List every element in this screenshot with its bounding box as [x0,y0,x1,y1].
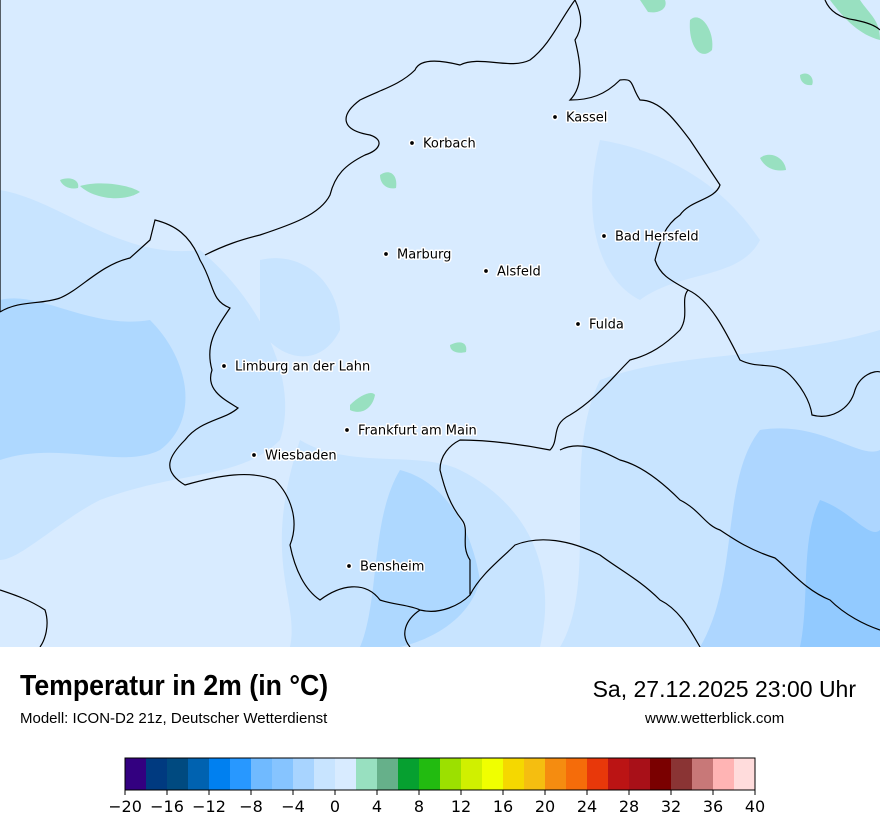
colorbar-cell [146,758,168,790]
city-marker: Fulda [574,316,625,334]
colorbar-cell [398,758,420,790]
colorbar-tick-label: −8 [239,797,263,816]
city-label: Korbach [423,137,476,152]
colorbar-cell [419,758,441,790]
city-dot [343,426,351,434]
colorbar-cell [461,758,483,790]
city-label: Kassel [566,111,607,126]
colorbar-cell [587,758,609,790]
colorbar-cell [293,758,315,790]
colorbar-cell [524,758,546,790]
temperature-fields [0,0,880,647]
city-marker: Bensheim [345,558,426,576]
colorbar-tick-label: 20 [535,797,555,816]
colorbar-tick-label: −12 [192,797,226,816]
colorbar-cell [167,758,189,790]
colorbar-cell [209,758,231,790]
colorbar-tick-label: 24 [577,797,597,816]
colorbar-cell [734,758,756,790]
city-marker: Bad Hersfeld [600,228,700,246]
colorbar-cell [314,758,336,790]
city-label: Bensheim [360,560,424,575]
city-dot [220,362,228,370]
city-label: Fulda [589,318,624,333]
city-label: Limburg an der Lahn [235,360,370,375]
city-marker: Kassel [551,109,609,127]
city-marker: Marburg [382,246,453,264]
website-link[interactable]: www.wetterblick.com [645,710,785,727]
city-dot [382,250,390,258]
forecast-datetime: Sa, 27.12.2025 23:00 Uhr [592,676,856,702]
colorbar-tick-label: 4 [372,797,382,816]
city-markers: Kassel Korbach Bad Hersfeld Marburg Alsfeld F… [220,109,700,576]
city-marker: Frankfurt am Main [343,422,478,440]
map-title: Temperatur in 2m (in °C) [20,670,329,702]
colorbar-tick-label: 40 [745,797,765,816]
colorbar-cell [629,758,651,790]
city-dot [250,451,258,459]
city-label: Bad Hersfeld [615,230,699,245]
colorbar-cell [335,758,357,790]
colorbar-cell [566,758,588,790]
city-dot [574,320,582,328]
colorbar-cell [713,758,735,790]
city-label: Marburg [397,248,451,263]
colorbar-tick-label: 0 [330,797,340,816]
colorbar-cell [272,758,294,790]
city-dot [408,139,416,147]
colorbar-tick-label: 8 [414,797,424,816]
colorbar-tick-label: −20 [110,797,142,816]
city-marker: Alsfeld [482,263,542,281]
colorbar-tick-label: −16 [150,797,184,816]
state-borders [0,0,880,647]
colorbar-cell [230,758,252,790]
colorbar-cell [377,758,399,790]
colorbar-cell [440,758,462,790]
colorbar-tick-label: −4 [281,797,305,816]
colorbar-cell [650,758,672,790]
model-source: Modell: ICON-D2 21z, Deutscher Wetterdie… [20,710,328,727]
city-dot [600,232,608,240]
colorbar-cell [188,758,210,790]
colorbar-cell [125,758,147,790]
city-dot [551,113,559,121]
city-marker: Korbach [408,135,477,153]
city-marker: Wiesbaden [250,447,338,465]
city-label: Frankfurt am Main [358,424,477,439]
colorbar-cell [692,758,714,790]
colorbar-cell [503,758,525,790]
colorbar-tick-label: 28 [619,797,639,816]
city-dot [482,267,490,275]
city-label: Wiesbaden [265,449,337,464]
colorbar-cell [251,758,273,790]
colorbar-cell [545,758,567,790]
colorbar-tick-label: 12 [451,797,471,816]
temperature-colorbar: −20 −16 −12 −8 −4 0 4 8 12 16 20 24 28 32 36 40 [110,757,765,816]
colorbar-tick-label: 16 [493,797,513,816]
city-label: Alsfeld [497,265,541,280]
colorbar-tick-label: 32 [661,797,681,816]
colorbar-tick-label: 36 [703,797,723,816]
city-marker: Limburg an der Lahn [220,358,372,376]
colorbar-cell [671,758,693,790]
colorbar-cell [608,758,630,790]
city-dot [345,562,353,570]
colorbar-cell [482,758,504,790]
temperature-map: Kassel Korbach Bad Hersfeld Marburg Alsfeld F… [0,0,880,647]
colorbar-cell [356,758,378,790]
